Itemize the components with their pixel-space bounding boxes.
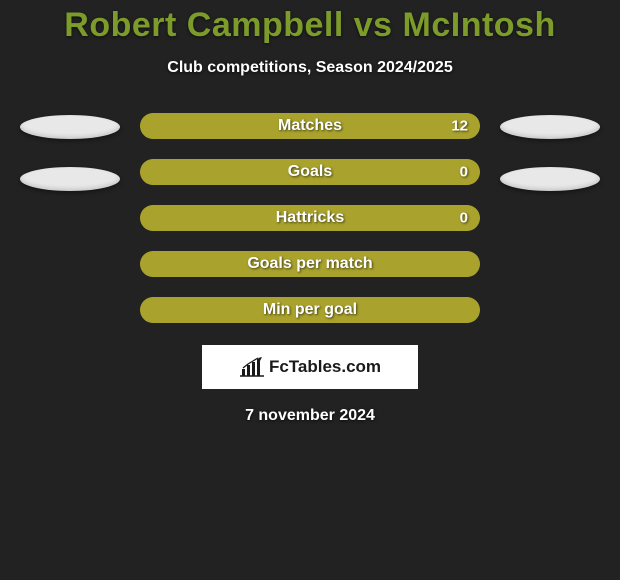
brand-logo-box: FcTables.com: [202, 345, 418, 389]
bar-matches: Matches 12: [140, 113, 480, 139]
bar-value: 0: [460, 164, 468, 181]
date-label: 7 november 2024: [245, 407, 375, 425]
bar-label: Goals per match: [247, 255, 372, 273]
comparison-infographic: Robert Campbell vs McIntosh Club competi…: [0, 0, 620, 425]
page-title: Robert Campbell vs McIntosh: [64, 6, 555, 45]
player-oval-left-2: [20, 167, 120, 191]
right-ovals-column: [500, 113, 600, 191]
bar-value: 12: [451, 118, 468, 135]
page-subtitle: Club competitions, Season 2024/2025: [167, 59, 452, 77]
left-ovals-column: [20, 113, 120, 191]
player-oval-right-2: [500, 167, 600, 191]
bar-label: Matches: [278, 117, 342, 135]
bar-chart-icon: [239, 357, 265, 377]
bar-value: 0: [460, 210, 468, 227]
bars-column: Matches 12 Goals 0 Hattricks 0 Goals per…: [140, 113, 480, 323]
bar-label: Min per goal: [263, 301, 357, 319]
chart-area: Matches 12 Goals 0 Hattricks 0 Goals per…: [0, 113, 620, 323]
bar-goals-per-match: Goals per match: [140, 251, 480, 277]
bar-goals: Goals 0: [140, 159, 480, 185]
brand-text: FcTables.com: [269, 357, 381, 377]
bar-label: Goals: [288, 163, 332, 181]
bar-hattricks: Hattricks 0: [140, 205, 480, 231]
bar-label: Hattricks: [276, 209, 344, 227]
player-oval-right-1: [500, 115, 600, 139]
bar-min-per-goal: Min per goal: [140, 297, 480, 323]
player-oval-left-1: [20, 115, 120, 139]
